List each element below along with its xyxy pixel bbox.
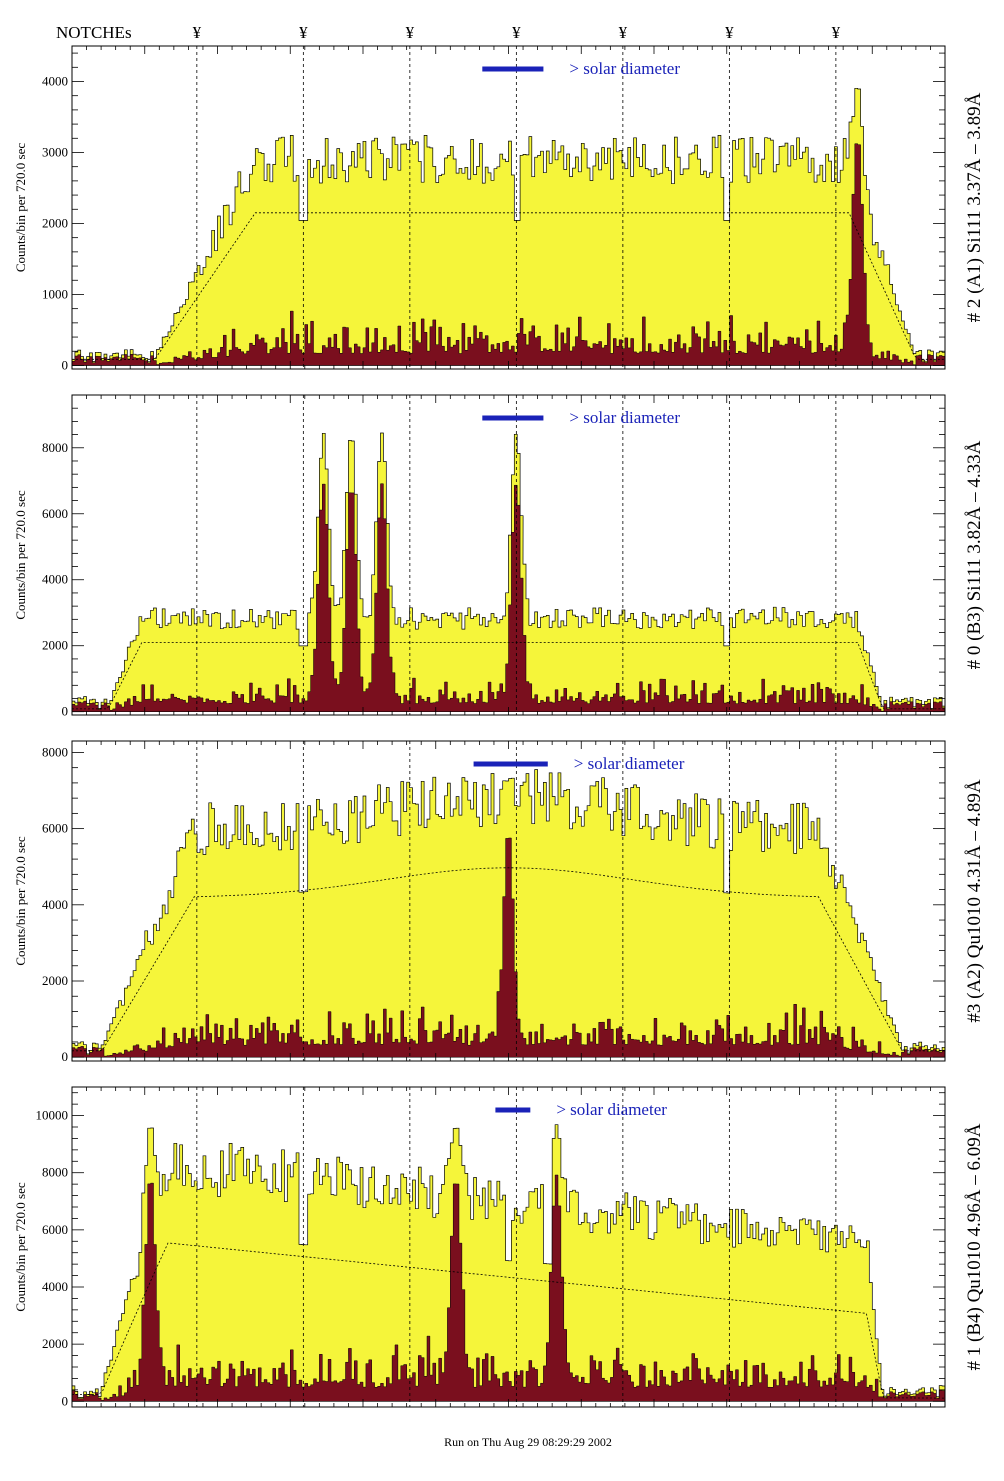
y-axis-label: Counts/bin per 720.0 sec — [13, 490, 28, 619]
y-tick-label: 0 — [62, 1049, 69, 1064]
notch-mark-3: ¥ — [406, 23, 415, 42]
y-tick-label: 2000 — [42, 1336, 68, 1351]
y-tick-label: 4000 — [42, 572, 68, 587]
channel-label: #3 (A2) Qu1010 4.31Å – 4.89Å — [964, 779, 985, 1023]
y-tick-label: 3000 — [42, 144, 68, 159]
panel-2: 0 2000 4000 6000 8000 Counts/bin per 720.0 se… — [13, 394, 985, 719]
notches-label: NOTCHEs — [56, 23, 132, 42]
panel-3: 0 2000 4000 6000 8000 Counts/bin per 720.0 se… — [13, 740, 985, 1064]
y-tick-label: 2000 — [42, 215, 68, 230]
y-tick-label: 8000 — [42, 1165, 68, 1180]
channel-label: # 2 (A1) Si111 3.37Å – 3.89Å — [964, 92, 985, 322]
notch-mark-2: ¥ — [299, 23, 308, 42]
y-tick-label: 4000 — [42, 897, 68, 912]
solar-diameter-legend: > solar diameter — [556, 1100, 667, 1119]
y-tick-label: 8000 — [42, 440, 68, 455]
smoothed-model-curve — [72, 1242, 945, 1399]
notch-marks: ¥ ¥ ¥ ¥ ¥ ¥ ¥ — [193, 23, 841, 42]
panel-4: 0 2000 4000 6000 8000 10000 Counts/bin per 720… — [13, 1086, 985, 1408]
solar-diameter-legend: > solar diameter — [569, 59, 680, 78]
low-energy-histogram — [71, 143, 946, 366]
panel-1: 0 1000 2000 3000 4000 Counts/bin per 720.0 se… — [13, 45, 985, 372]
notch-mark-6: ¥ — [725, 23, 734, 42]
run-timestamp: Run on Thu Aug 29 08:29:29 2002 — [444, 1435, 612, 1449]
y-tick-label: 6000 — [42, 821, 68, 836]
solar-diameter-legend: > solar diameter — [569, 408, 680, 427]
y-tick-label: 6000 — [42, 1222, 68, 1237]
y-tick-label: 0 — [62, 1393, 69, 1408]
notch-mark-1: ¥ — [193, 23, 202, 42]
channel-label: # 0 (B3) Si111 3.82Å – 4.33Å — [964, 440, 985, 669]
notch-mark-7: ¥ — [832, 23, 841, 42]
notch-mark-5: ¥ — [619, 23, 628, 42]
low-energy-histogram — [71, 837, 946, 1058]
y-tick-label: 4000 — [42, 73, 68, 88]
y-tick-label: 10000 — [36, 1108, 69, 1123]
y-axis-label: Counts/bin per 720.0 sec — [13, 1182, 28, 1311]
y-tick-label: 2000 — [42, 973, 68, 988]
smoothed-model-curve — [72, 212, 945, 360]
solar-diameter-legend: > solar diameter — [574, 754, 685, 773]
smoothed-model-curve — [72, 642, 945, 710]
y-axis-label: Counts/bin per 720.0 sec — [13, 836, 28, 965]
low-energy-histogram — [71, 1174, 946, 1402]
y-axis-label: Counts/bin per 720.0 sec — [13, 143, 28, 272]
low-energy-histogram — [71, 483, 946, 712]
channel-label: # 1 (B4) Qu1010 4.96Å – 6.09Å — [964, 1123, 985, 1370]
y-tick-label: 4000 — [42, 1279, 68, 1294]
smoothed-model-curve — [72, 867, 945, 1052]
y-tick-label: 0 — [62, 704, 69, 719]
notch-mark-4: ¥ — [512, 23, 521, 42]
total-counts-histogram — [71, 87, 946, 366]
panels: 0 1000 2000 3000 4000 Counts/bin per 720.0 se… — [13, 45, 985, 1408]
y-tick-label: 6000 — [42, 506, 68, 521]
y-tick-label: 2000 — [42, 638, 68, 653]
total-counts-histogram — [71, 1124, 946, 1402]
y-tick-label: 8000 — [42, 744, 68, 759]
y-tick-label: 1000 — [42, 286, 68, 301]
y-tick-label: 0 — [62, 357, 69, 372]
